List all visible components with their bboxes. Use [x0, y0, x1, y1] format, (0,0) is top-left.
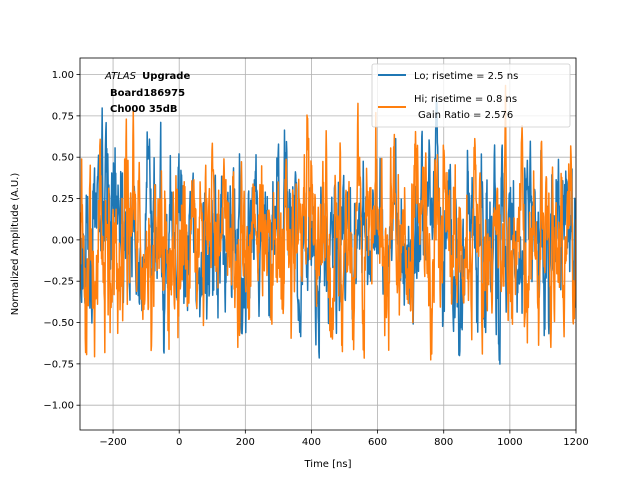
- y-tick-label: 0.00: [52, 235, 74, 246]
- plot-frame: [79, 57, 577, 431]
- y-tick-label: 0.75: [52, 111, 74, 122]
- y-axis-label: Normalized Amplitude (A.U.): [10, 173, 21, 316]
- y-tick-label: 0.50: [52, 153, 74, 164]
- y-tick-label: −1.00: [43, 401, 74, 412]
- y-tick-label: 1.00: [52, 70, 74, 81]
- y-tick-label: −0.50: [43, 318, 74, 329]
- legend-gain-ratio: Gain Ratio = 2.576: [418, 110, 513, 121]
- y-tick-label: −0.25: [43, 277, 74, 288]
- atlas-annotation: ATLAS Upgrade Board186975 Ch000 35dB: [104, 71, 190, 115]
- legend-label-lo: Lo; risetime = 2.5 ns: [414, 71, 518, 82]
- y-tick-label: 0.25: [52, 194, 74, 205]
- svg-text:ATLAS Upgrade: ATLAS Upgrade: [104, 71, 190, 82]
- x-tick-label: 1200: [563, 437, 588, 448]
- x-tick-label: 400: [302, 437, 321, 448]
- board-label: Board186975: [110, 88, 185, 99]
- x-axis-ticks: −200 0 200 400 600 800 1000 1200: [99, 430, 589, 448]
- x-tick-label: 0: [176, 437, 182, 448]
- x-axis-label: Time [ns]: [303, 459, 351, 470]
- x-tick-label: 600: [368, 437, 387, 448]
- legend-box: [371, 63, 571, 128]
- x-tick-label: 200: [236, 437, 255, 448]
- x-tick-label: 1000: [497, 437, 522, 448]
- legend-label-hi: Hi; risetime = 0.8 ns: [414, 94, 517, 105]
- series-line-hi: [80, 84, 576, 361]
- x-tick-label: 800: [434, 437, 453, 448]
- legend: Lo; risetime = 2.5 ns Hi; risetime = 0.8…: [371, 63, 571, 128]
- y-tick-label: −0.75: [43, 359, 74, 370]
- series-lines: [80, 84, 576, 365]
- y-axis-ticks: −1.00 −0.75 −0.50 −0.25 0.00 0.25 0.50 0.75 1.00: [43, 70, 80, 412]
- atlas-label: ATLAS: [104, 71, 137, 82]
- channel-label: Ch000 35dB: [110, 104, 178, 115]
- x-tick-label: −200: [99, 437, 126, 448]
- upgrade-label: Upgrade: [142, 71, 190, 82]
